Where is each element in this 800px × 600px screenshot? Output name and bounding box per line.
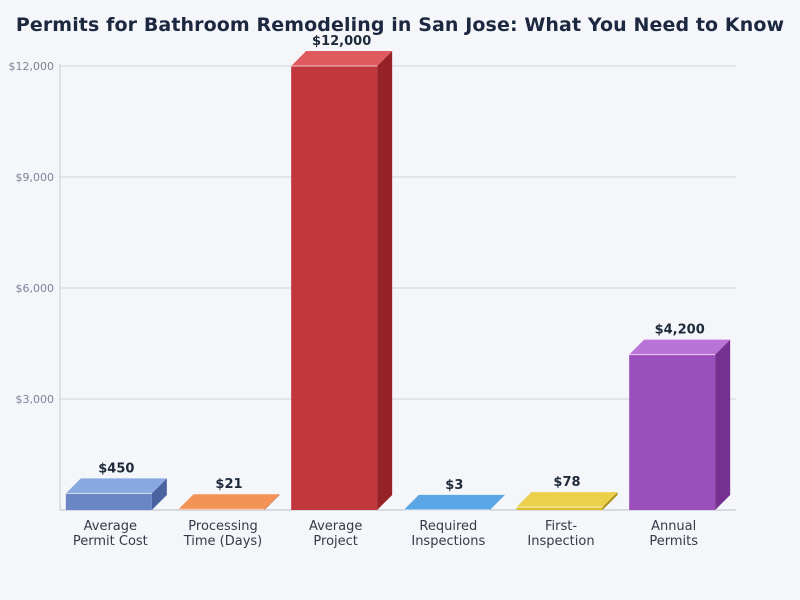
grid — [60, 65, 736, 400]
bar-side — [715, 339, 731, 510]
bar-side — [377, 51, 393, 510]
y-tick-label: $3,000 — [16, 393, 55, 406]
bar-front — [516, 507, 603, 510]
bar-side — [151, 478, 167, 510]
bar-side — [602, 492, 618, 510]
bar-top — [516, 492, 618, 508]
x-tick-label: Annual Permits — [649, 519, 698, 549]
bar-top — [629, 339, 731, 355]
x-tick-labels: Average Permit Cost Processing Time (Days) A… — [73, 519, 698, 549]
data-label: $12,000 — [312, 34, 371, 49]
bar-top — [65, 478, 167, 494]
bar — [65, 478, 167, 510]
bar — [629, 339, 731, 510]
bars — [65, 51, 731, 511]
x-tick-label: First-Inspection — [527, 519, 594, 549]
data-label: $21 — [215, 477, 242, 492]
bar-front — [291, 66, 378, 510]
y-tick-labels: $3,000 $6,000 $9,000 $12,000 — [9, 60, 55, 406]
bar-top — [178, 494, 280, 510]
x-tick-label: Average Project — [309, 519, 362, 549]
data-label: $450 — [98, 461, 134, 476]
bar-top — [403, 494, 505, 510]
x-tick-label: Average Permit Cost — [73, 519, 148, 549]
x-tick-label: Required Inspections — [411, 519, 485, 549]
y-tick-label: $12,000 — [9, 60, 55, 73]
x-tick-label: Processing Time (Days) — [183, 519, 263, 549]
bar-front — [65, 493, 152, 510]
data-label: $3 — [445, 478, 463, 493]
chart-title: Permits for Bathroom Remodeling in San J… — [15, 14, 785, 36]
bar — [178, 494, 280, 510]
data-labels: $450 $21 $12,000 $3 $78 $4,200 — [98, 34, 705, 493]
bar — [403, 494, 505, 511]
bar-top — [291, 51, 393, 66]
axes — [59, 64, 736, 511]
y-tick-label: $6,000 — [16, 282, 55, 295]
bar-side — [264, 494, 280, 510]
bar — [516, 492, 618, 510]
bar-side — [489, 494, 505, 510]
data-label: $4,200 — [655, 323, 705, 338]
y-tick-label: $9,000 — [16, 171, 55, 184]
data-label: $78 — [553, 475, 580, 490]
bar-front — [629, 354, 716, 510]
bar — [291, 51, 393, 510]
